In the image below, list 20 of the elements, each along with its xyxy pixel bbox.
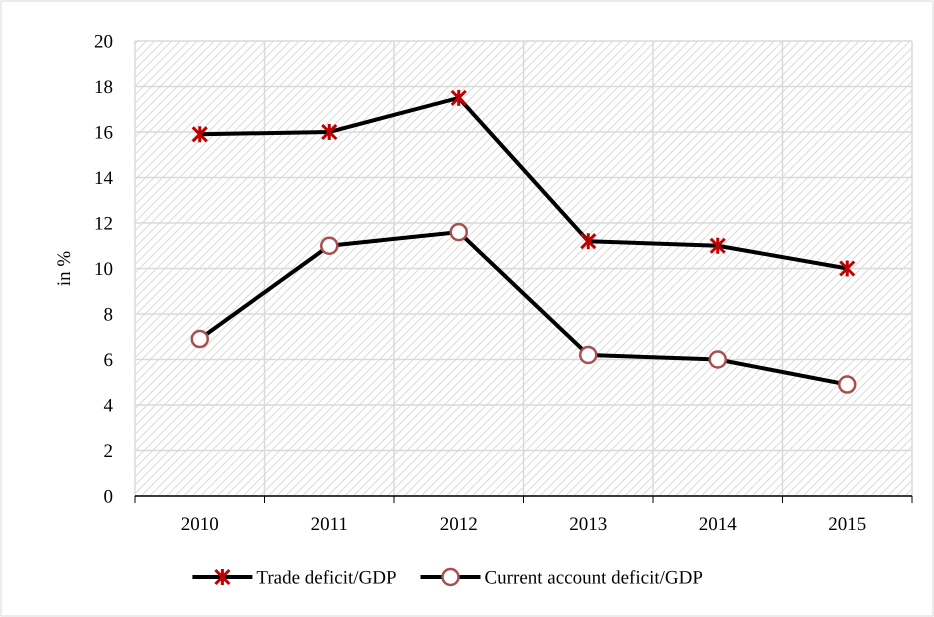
- y-tick-label: 0: [104, 486, 113, 508]
- legend-label: Trade deficit/GDP: [256, 568, 397, 589]
- y-tick-label: 14: [94, 168, 114, 190]
- x-tick-label: 2011: [310, 514, 348, 535]
- x-tick-label: 2012: [440, 514, 478, 535]
- y-tick-label: 20: [94, 32, 113, 53]
- x-tick-label: 2014: [698, 514, 738, 535]
- y-tick-label: 18: [94, 77, 113, 98]
- x-tick-label: 2015: [828, 514, 866, 535]
- y-tick-label: 2: [104, 441, 113, 462]
- y-axis-title: in %: [54, 250, 75, 286]
- y-tick-label: 8: [104, 304, 113, 326]
- legend-label: Current account deficit/GDP: [484, 568, 703, 589]
- x-tick-label: 2013: [569, 514, 608, 535]
- y-tick-label: 12: [94, 214, 113, 235]
- y-tick-label: 4: [104, 396, 114, 417]
- x-tick-label: 2010: [180, 514, 219, 535]
- y-tick-label: 10: [94, 259, 113, 280]
- y-tick-label: 16: [94, 122, 113, 144]
- y-tick-label: 6: [104, 350, 113, 372]
